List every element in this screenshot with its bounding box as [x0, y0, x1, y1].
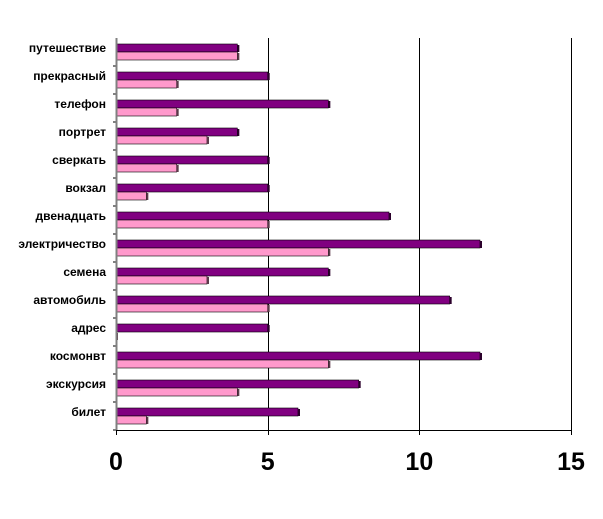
bar-edge-s2-0	[237, 53, 240, 60]
x-tick-label-2: 10	[405, 448, 433, 476]
bar-edge-s1-12	[358, 381, 361, 388]
bar-s1-11	[115, 351, 481, 361]
category-label-2: телефон	[54, 97, 106, 111]
bar-edge-s2-4	[176, 165, 179, 172]
bar-s1-13	[115, 407, 299, 417]
x-tick-label-3: 15	[557, 448, 585, 476]
bar-edge-s2-5	[146, 193, 149, 200]
category-label-11: космонвт	[50, 349, 106, 363]
bar-edge-s2-2	[176, 109, 179, 116]
bar-edge-s2-7	[328, 249, 331, 256]
bar-s2-2	[115, 107, 177, 117]
category-label-10: адрес	[71, 321, 106, 335]
bar-s2-11	[115, 359, 329, 369]
bar-s1-1	[115, 71, 268, 81]
bar-s1-12	[115, 379, 359, 389]
bar-s1-9	[115, 295, 450, 305]
bar-s1-3	[115, 127, 238, 137]
tick-labels: 0 5 10 15	[109, 448, 585, 476]
bar-edge-s1-6	[389, 213, 391, 220]
bar-edge-s2-9	[267, 305, 270, 312]
bar-s1-0	[115, 43, 238, 53]
bar-edge-s1-0	[237, 45, 240, 52]
category-label-4: сверкать	[52, 153, 106, 167]
bar-s1-2	[115, 99, 329, 109]
bar-s2-12	[115, 387, 238, 397]
bar-s2-13	[115, 415, 147, 425]
bar-s2-3	[115, 135, 208, 145]
category-label-3: портрет	[59, 125, 106, 139]
bar-edge-s1-4	[267, 157, 270, 164]
bar-edge-s1-10	[267, 325, 270, 332]
category-label-6: двенадцать	[36, 209, 107, 223]
category-label-8: семена	[63, 265, 106, 279]
x-tick-label-1: 5	[261, 448, 275, 476]
x-axis	[116, 430, 572, 435]
bar-edge-s2-8	[207, 277, 209, 284]
bar-s2-4	[115, 163, 177, 173]
category-label-5: вокзал	[65, 181, 106, 195]
bar-edge-s2-13	[146, 417, 149, 424]
bar-edge-s1-2	[328, 101, 331, 108]
bar-edge-s1-11	[480, 353, 482, 360]
bar-s1-4	[115, 155, 268, 165]
category-label-9: автомобиль	[33, 293, 106, 307]
x-tick-label-0: 0	[109, 448, 123, 476]
category-labels: путешествие прекрасный телефон портрет сверк…	[18, 41, 106, 419]
bar-edge-s1-1	[267, 73, 270, 80]
bar-s1-8	[115, 267, 329, 277]
bar-edge-s2-11	[328, 361, 331, 368]
bar-edge-s1-3	[237, 129, 240, 136]
bar-edge-s2-12	[237, 389, 240, 396]
bar-edge-s2-6	[267, 221, 270, 228]
gridlines	[268, 38, 572, 430]
category-label-0: путешествие	[29, 41, 106, 55]
bar-edge-s1-7	[480, 241, 482, 248]
bar-s1-6	[115, 211, 390, 221]
bar-s2-6	[115, 219, 268, 229]
bar-edge-s2-3	[207, 137, 209, 144]
bars	[113, 43, 482, 431]
bar-s2-7	[115, 247, 329, 257]
bar-edge-s2-1	[176, 81, 179, 88]
category-label-1: прекрасный	[33, 69, 106, 83]
category-label-12: экскурсия	[46, 377, 106, 391]
bar-s2-9	[115, 303, 268, 313]
bar-s1-5	[115, 183, 268, 193]
bar-edge-s1-13	[298, 409, 300, 416]
bar-s2-8	[115, 275, 208, 285]
category-label-7: электричество	[18, 237, 106, 251]
bar-s1-7	[115, 239, 481, 249]
bar-s1-10	[115, 323, 268, 333]
bar-s2-5	[115, 191, 147, 201]
category-label-13: билет	[71, 405, 106, 419]
bar-edge-s1-9	[449, 297, 452, 304]
bar-edge-s1-5	[267, 185, 270, 192]
bar-edge-s1-8	[328, 269, 331, 276]
bar-s2-1	[115, 79, 177, 89]
bar-s2-0	[115, 51, 238, 61]
